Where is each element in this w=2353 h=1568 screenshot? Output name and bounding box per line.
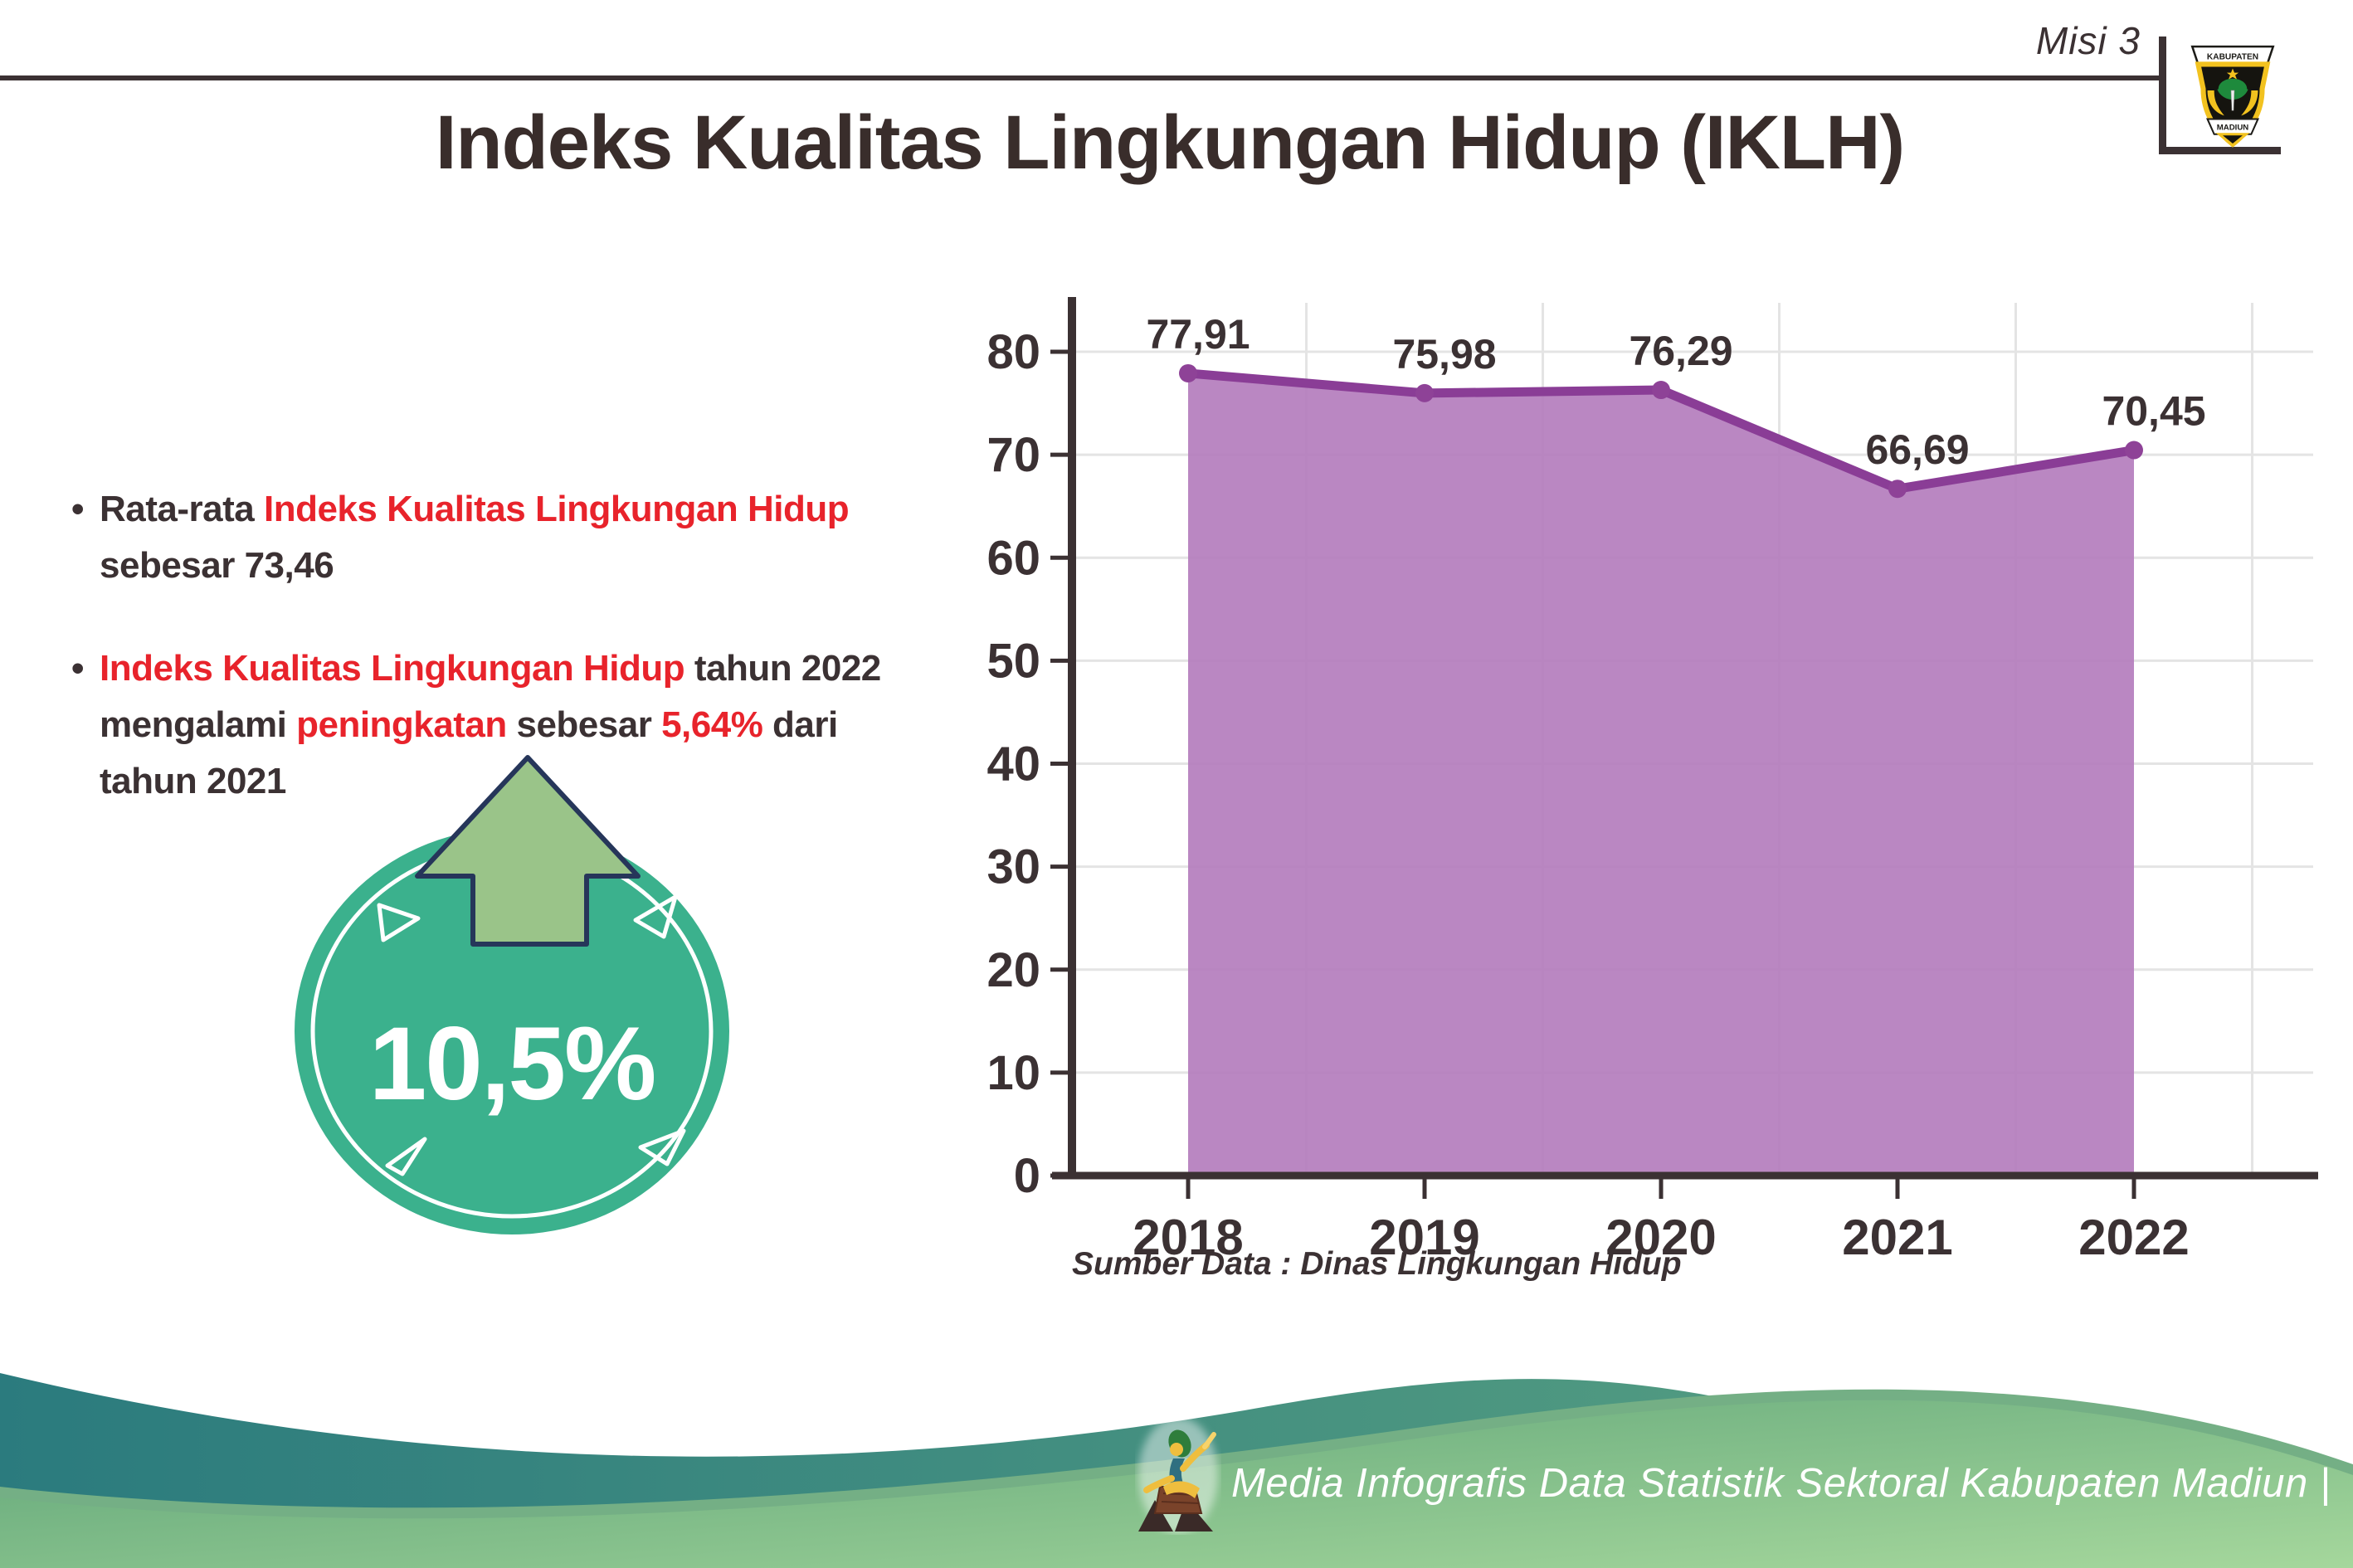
bullet-text-segment: tahun 2022 (684, 648, 881, 689)
bullet-text-segment: Rata-rata (100, 489, 264, 529)
bullet-item: • Indeks Kualitas Lingkungan Hidup tahun … (71, 640, 1025, 810)
logo-top-text: KABUPATEN (2207, 52, 2258, 61)
logo-right-wing (2241, 90, 2258, 116)
x-tick-label: 2021 (1842, 1210, 1952, 1265)
bullet-line: • Indeks Kualitas Lingkungan Hidup tahun … (71, 640, 1025, 697)
logo-bottom-text: MADIUN (2217, 124, 2249, 133)
header-rule (0, 75, 2159, 80)
y-tick-label: 60 (987, 531, 1040, 585)
page-title: Indeks Kualitas Lingkungan Hidup (IKLH) (435, 100, 1905, 185)
data-value-label: 75,98 (1392, 331, 1496, 377)
data-point-marker (2125, 441, 2143, 460)
sparkle-icon (633, 894, 678, 939)
bullet-text-segment: dari (762, 704, 838, 745)
y-tick-label: 0 (1014, 1149, 1040, 1203)
y-tick-label: 20 (987, 943, 1040, 997)
data-point-marker (1179, 363, 1197, 382)
misi-label: Misi 3 (2035, 19, 2141, 62)
bullet-item: • Rata-rata Indeks Kualitas Lingkungan Hi… (71, 481, 1025, 594)
bullet-text-segment: sebesar (506, 704, 662, 745)
logo-star-icon (2226, 68, 2239, 80)
logo-frame-vertical (2159, 37, 2166, 154)
data-value-label: 70,45 (2102, 388, 2205, 435)
chart-source: Sumber Data : Dinas Lingkungan Hidup (1072, 1246, 1682, 1282)
bullet-text-segment: Indeks Kualitas Lingkungan Hidup (263, 489, 850, 529)
data-point-marker (1888, 480, 1907, 499)
mascot-lower-arm (1143, 1475, 1175, 1493)
x-tick-label: 2022 (2078, 1210, 2189, 1265)
bullet-line: tahun 2021 (71, 753, 1025, 810)
area-fill (1188, 373, 2134, 1176)
sparkle-icon (377, 903, 421, 942)
bullet-line: • Rata-rata Indeks Kualitas Lingkungan Hi… (71, 481, 1025, 538)
bullet-dot-icon: • (71, 489, 84, 529)
sparkle-icon (385, 1137, 427, 1176)
logo-frame-horizontal (2159, 147, 2281, 154)
mascot-left-leg (1138, 1500, 1173, 1531)
y-tick-label: 50 (987, 634, 1040, 688)
data-point-marker (1415, 383, 1434, 402)
mascot-face (1170, 1443, 1183, 1456)
iklh-area-chart: 0 10 20 30 40 50 60 70 80 2018 2019 2020 2021 2022 77,… (987, 297, 2318, 1265)
badge-value: 10,5% (369, 1006, 655, 1122)
data-value-label: 76,29 (1629, 328, 1732, 374)
x-tick-label: 2020 (1605, 1210, 1716, 1265)
increase-badge: 10,5% (295, 755, 729, 1234)
logo-kris (2230, 90, 2235, 111)
y-tick-label: 80 (987, 325, 1040, 379)
bullet-line: mengalami peningkatan sebesar 5,64% dari (71, 697, 1025, 753)
mascot-hand (1202, 1432, 1216, 1449)
bullet-text-segment: 5,64% (661, 704, 763, 745)
logo-bottom-ribbon (2205, 118, 2260, 135)
sparkle-icon (638, 1128, 686, 1166)
mascot-icon (1138, 1417, 1218, 1533)
data-value-label: 66,69 (1865, 426, 1969, 473)
up-arrow-icon (415, 755, 641, 947)
y-tick-label: 30 (987, 840, 1040, 894)
bullet-line: sebesar 73,46 (71, 538, 1025, 594)
bullet-text-segment: Indeks Kualitas Lingkungan Hidup (100, 648, 685, 689)
data-point-marker (1652, 381, 1670, 400)
y-tick-label: 10 (987, 1046, 1040, 1100)
logo-left-wing (2207, 90, 2224, 116)
x-tick-label: 2018 (1133, 1210, 1243, 1265)
logo-shield-tip (2215, 133, 2250, 147)
bullet-text-segment: peningkatan (296, 704, 507, 745)
mascot-sash (1163, 1481, 1200, 1498)
summary-bullets: • Rata-rata Indeks Kualitas Lingkungan Hi… (71, 481, 1025, 810)
bullet-text-segment: mengalami (100, 704, 297, 745)
bullet-text-segment: tahun 2021 (100, 761, 286, 801)
y-tick-label: 70 (987, 428, 1040, 482)
x-tick-label: 2019 (1369, 1210, 1479, 1265)
footer-credit: Media Infografis Data Statistik Sektoral… (1231, 1461, 2331, 1506)
kabupaten-madiun-logo-icon: KABUPATEN MADIUN (2190, 45, 2275, 148)
data-value-label: 77,91 (1146, 311, 1250, 358)
bullet-text-segment: sebesar 73,46 (100, 545, 334, 586)
y-tick-label: 40 (987, 738, 1040, 791)
bullet-dot-icon: • (71, 648, 84, 689)
